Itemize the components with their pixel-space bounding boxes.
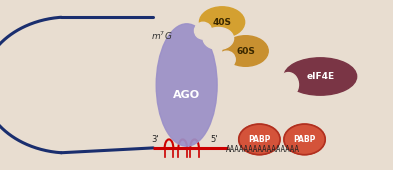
Ellipse shape xyxy=(203,28,233,49)
Ellipse shape xyxy=(278,73,298,97)
Text: eIF4E: eIF4E xyxy=(306,72,334,81)
Ellipse shape xyxy=(223,36,268,66)
Text: AAAAAAAAAAAAAAAA: AAAAAAAAAAAAAAAA xyxy=(226,145,300,154)
Text: PABP: PABP xyxy=(294,135,316,144)
Text: m$^7$G: m$^7$G xyxy=(151,30,173,42)
Text: 3': 3' xyxy=(152,135,159,144)
Ellipse shape xyxy=(284,58,357,95)
Ellipse shape xyxy=(156,24,217,146)
Ellipse shape xyxy=(200,7,244,37)
Ellipse shape xyxy=(218,51,235,68)
Ellipse shape xyxy=(284,124,325,155)
Text: 60S: 60S xyxy=(236,47,255,55)
Text: PABP: PABP xyxy=(248,135,270,144)
Ellipse shape xyxy=(239,124,280,155)
Text: 5': 5' xyxy=(210,135,218,144)
Text: 40S: 40S xyxy=(213,18,231,27)
Ellipse shape xyxy=(195,22,212,39)
Text: AGO: AGO xyxy=(173,90,200,100)
